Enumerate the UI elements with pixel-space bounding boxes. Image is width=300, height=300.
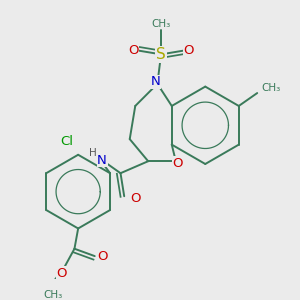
Text: N: N	[151, 76, 160, 88]
Text: S: S	[156, 47, 166, 62]
Text: CH₃: CH₃	[262, 82, 281, 92]
Text: H: H	[89, 148, 97, 158]
Text: Cl: Cl	[61, 135, 74, 148]
Text: O: O	[128, 44, 139, 57]
Text: CH₃: CH₃	[152, 19, 171, 29]
Text: O: O	[97, 250, 107, 262]
Text: O: O	[172, 157, 183, 169]
Text: O: O	[183, 44, 194, 57]
Text: N: N	[97, 154, 107, 167]
Text: CH₃: CH₃	[43, 290, 62, 300]
Text: O: O	[130, 192, 140, 205]
Text: O: O	[56, 267, 67, 280]
